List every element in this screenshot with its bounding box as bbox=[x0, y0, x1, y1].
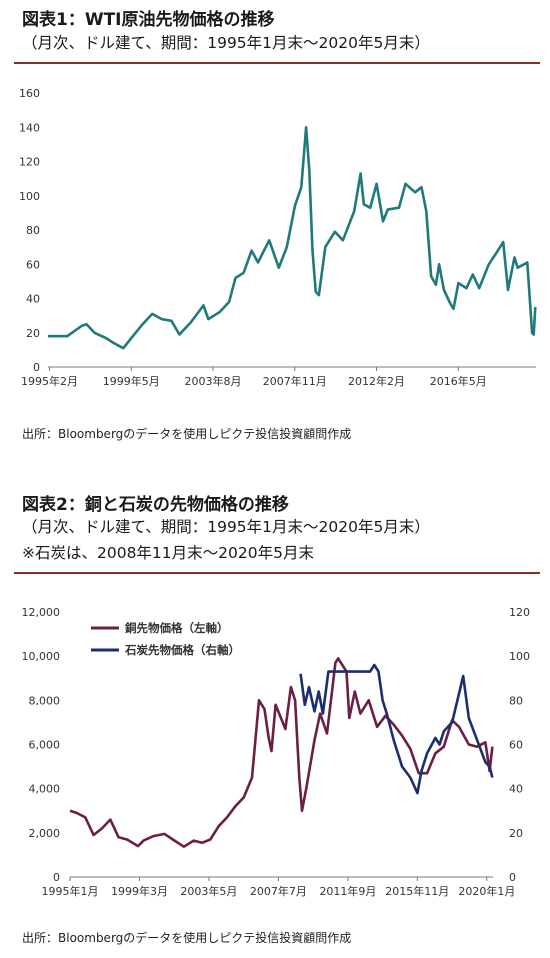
x-tick-label: 2016年5月 bbox=[430, 374, 487, 388]
coal-price-line bbox=[299, 663, 494, 795]
y-tick-label: 20 bbox=[26, 327, 40, 340]
y-right-tick-label: 120 bbox=[509, 606, 530, 619]
y-left-tick-label: 8,000 bbox=[29, 694, 61, 707]
y-left-tick-label: 10,000 bbox=[22, 650, 61, 663]
y-right-tick-label: 20 bbox=[509, 827, 523, 840]
y-tick-label: 100 bbox=[19, 190, 40, 203]
x-tick-label: 2012年2月 bbox=[348, 374, 405, 388]
x-tick-label: 2015年11月 bbox=[385, 884, 449, 898]
y-right-tick-label: 0 bbox=[509, 871, 516, 884]
x-tick-label: 1999年3月 bbox=[111, 884, 168, 898]
x-tick-label: 1995年2月 bbox=[21, 374, 78, 388]
y-left-tick-label: 12,000 bbox=[22, 606, 61, 619]
chart1-divider bbox=[14, 62, 540, 64]
chart2-source: 出所：Bloombergのデータを使用しピクテ投信投資顧問作成 bbox=[22, 931, 352, 945]
chart1-title: 図表1：WTI原油先物価格の推移 bbox=[22, 10, 275, 30]
chart2-divider bbox=[14, 572, 540, 574]
copper-price-line bbox=[69, 657, 494, 849]
x-tick-label: 1999年5月 bbox=[103, 374, 160, 388]
y-tick-label: 40 bbox=[26, 293, 40, 306]
chart2-subtitle: （月次、ドル建て、期間：1995年1月末～2020年5月末） bbox=[22, 518, 430, 536]
y-right-tick-label: 60 bbox=[509, 739, 523, 752]
y-tick-label: 60 bbox=[26, 258, 40, 271]
y-tick-label: 160 bbox=[19, 87, 40, 100]
chart2-note: ※石炭は、2008年11月末～2020年5月末 bbox=[22, 544, 314, 562]
y-right-tick-label: 40 bbox=[509, 783, 523, 796]
chart2-plot: 0 2,000 4,000 6,000 8,000 10,000 12,000 0 20 40 60… bbox=[22, 606, 531, 898]
legend-label: 銅先物価格（左軸） bbox=[125, 621, 229, 635]
x-tick-label: 2003年5月 bbox=[180, 884, 237, 898]
chart1-source: 出所：Bloombergのデータを使用しピクテ投信投資顧問作成 bbox=[22, 427, 352, 441]
y-left-tick-label: 0 bbox=[53, 871, 60, 884]
chart1-plot: 0 20 40 60 80 100 120 140 160 1995年2月 1999年5月 2003年… bbox=[19, 87, 537, 388]
chart1-subtitle: （月次、ドル建て、期間：1995年1月末～2020年5月末） bbox=[22, 34, 430, 52]
y-right-tick-label: 100 bbox=[509, 650, 530, 663]
y-tick-label: 140 bbox=[19, 121, 40, 134]
legend-label: 石炭先物価格（右軸） bbox=[124, 643, 240, 657]
x-tick-label: 2003年8月 bbox=[185, 374, 242, 388]
x-tick-label: 2007年7月 bbox=[250, 884, 307, 898]
y-left-tick-label: 4,000 bbox=[29, 783, 61, 796]
x-tick-label: 2020年1月 bbox=[458, 884, 515, 898]
x-tick-label: 2011年9月 bbox=[319, 884, 376, 898]
y-left-tick-label: 6,000 bbox=[29, 739, 61, 752]
x-tick-label: 1995年1月 bbox=[42, 884, 99, 898]
y-left-tick-label: 2,000 bbox=[29, 827, 61, 840]
y-right-tick-label: 80 bbox=[509, 694, 523, 707]
wti-price-line bbox=[48, 126, 537, 350]
x-tick-label: 2007年11月 bbox=[263, 374, 327, 388]
chart2-title: 図表2：銅と石炭の先物価格の推移 bbox=[22, 495, 289, 515]
y-tick-label: 80 bbox=[26, 224, 40, 237]
y-tick-label: 120 bbox=[19, 156, 40, 169]
y-tick-label: 0 bbox=[33, 361, 40, 374]
